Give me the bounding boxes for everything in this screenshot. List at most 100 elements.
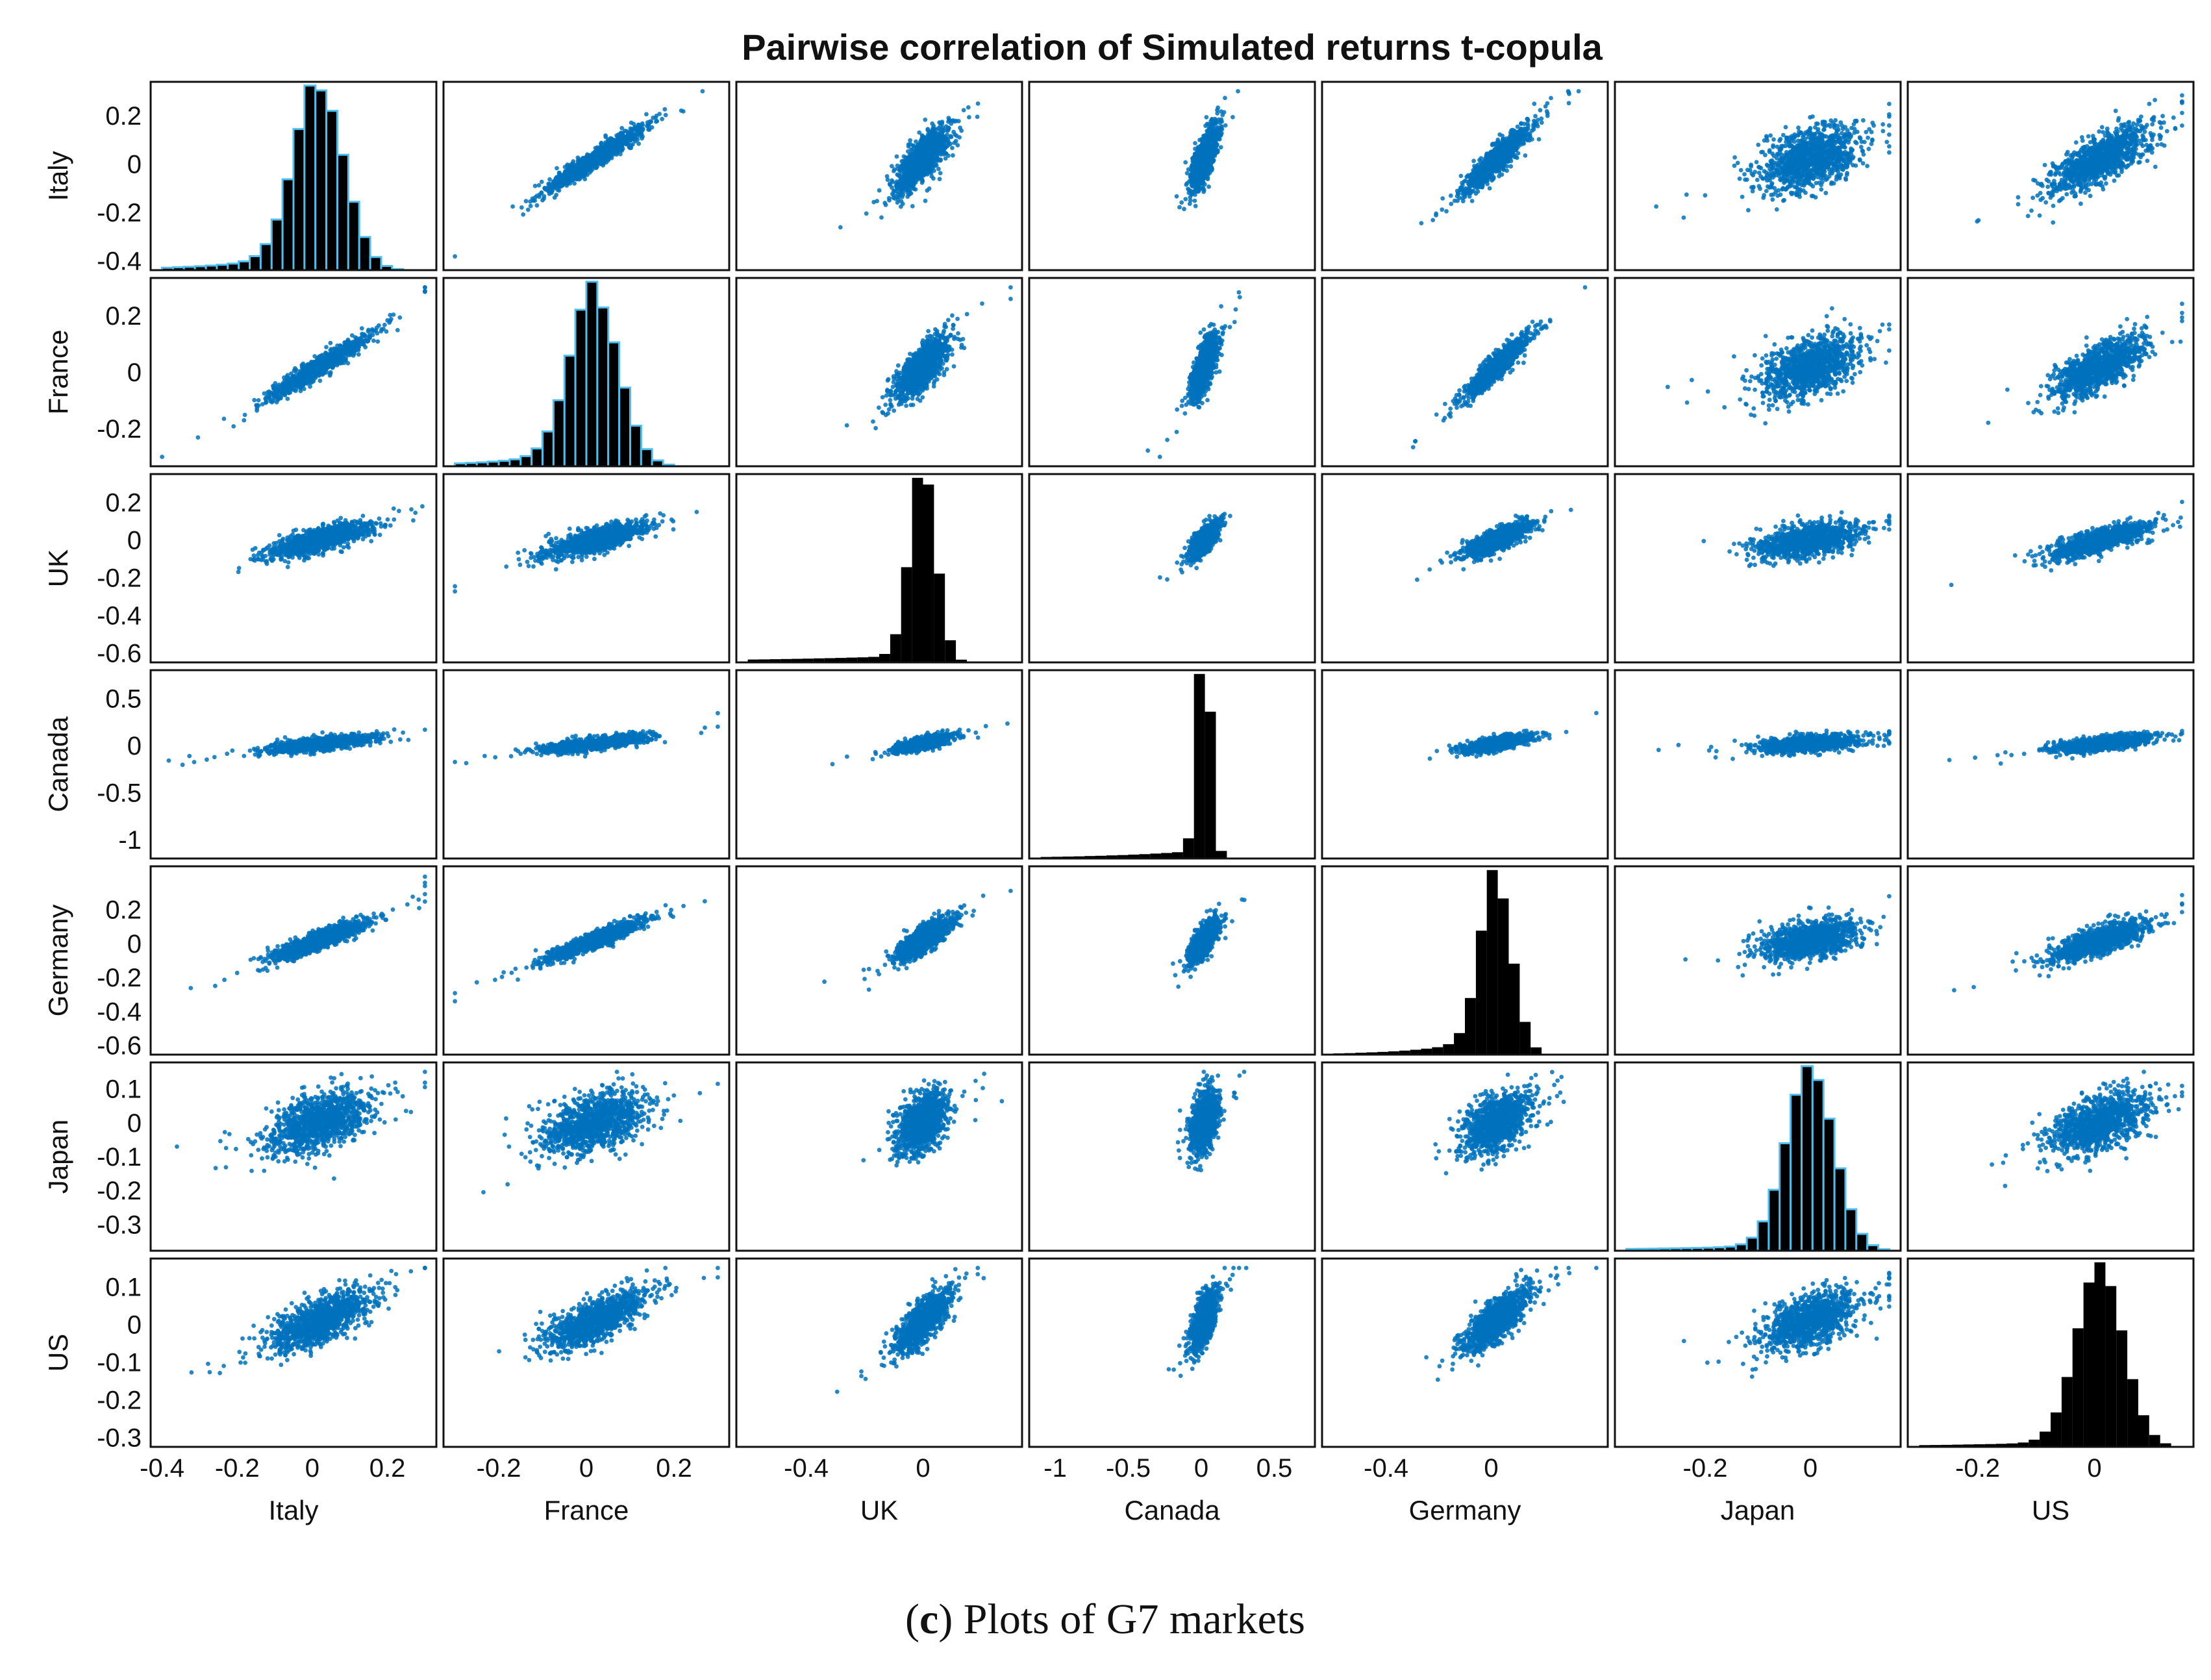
scatter-point bbox=[582, 174, 587, 179]
panel-marks bbox=[161, 84, 405, 270]
scatter-point bbox=[931, 153, 936, 158]
scatter-point bbox=[1503, 152, 1507, 157]
scatter-point bbox=[1189, 180, 1193, 185]
scatter-point bbox=[896, 197, 901, 202]
scatter-point bbox=[1193, 178, 1198, 183]
scatter-point bbox=[571, 170, 576, 175]
scatter-point bbox=[910, 153, 915, 158]
scatter-point bbox=[908, 138, 912, 143]
scatter-point bbox=[1210, 132, 1214, 138]
scatter-point bbox=[561, 179, 566, 184]
scatter-point bbox=[567, 176, 572, 181]
panel-frame bbox=[1028, 81, 1316, 271]
scatter-point bbox=[1497, 159, 1502, 164]
scatter-point bbox=[644, 112, 649, 117]
scatter-point bbox=[967, 115, 971, 119]
scatter-point bbox=[574, 175, 579, 179]
panel-marks bbox=[1654, 101, 1892, 220]
scatter-point bbox=[1216, 117, 1221, 122]
scatter-point bbox=[955, 143, 960, 148]
scatter-point bbox=[1684, 192, 1689, 197]
scatter-point bbox=[877, 188, 882, 193]
histogram-bar bbox=[314, 89, 328, 270]
scatter-point bbox=[1215, 108, 1219, 113]
scatter-point bbox=[1214, 120, 1219, 125]
scatter-point bbox=[534, 203, 540, 208]
scatter-point bbox=[1179, 200, 1184, 205]
scatter-point bbox=[1567, 92, 1571, 97]
scatter-point bbox=[523, 199, 529, 204]
scatter-point bbox=[907, 192, 912, 197]
histogram-bar bbox=[303, 84, 317, 270]
scatter-point bbox=[646, 127, 651, 132]
scatter-point bbox=[1482, 168, 1487, 173]
scatter-point bbox=[1566, 101, 1571, 106]
scatter-point bbox=[581, 158, 586, 164]
scatter-point bbox=[1532, 101, 1537, 107]
scatter-point bbox=[1519, 129, 1524, 134]
scatter-point bbox=[890, 192, 895, 197]
scatter-point bbox=[1209, 117, 1214, 122]
scatter-point bbox=[901, 192, 906, 197]
scatter-point bbox=[1195, 171, 1200, 177]
panel-frame bbox=[1321, 81, 1609, 271]
scatter-point bbox=[1499, 163, 1505, 168]
scatter-point bbox=[1199, 157, 1205, 162]
histogram-bar bbox=[270, 218, 284, 270]
scatter-point bbox=[1795, 182, 1801, 187]
scatter-point bbox=[1703, 193, 1708, 198]
scatter-point bbox=[1186, 186, 1190, 192]
scatter-point bbox=[1220, 112, 1225, 118]
scatter-point bbox=[1515, 124, 1520, 129]
scatter-point bbox=[600, 153, 605, 158]
scatter-point bbox=[653, 116, 658, 121]
scatter-point bbox=[884, 174, 890, 179]
scatter-point bbox=[614, 144, 619, 149]
scatter-point bbox=[453, 254, 457, 259]
scatter-point bbox=[952, 140, 957, 145]
panel-marks bbox=[838, 101, 981, 230]
scatter-point bbox=[1527, 132, 1532, 137]
scatter-point bbox=[1471, 188, 1476, 194]
scatter-point bbox=[1771, 137, 1776, 142]
scatter-point bbox=[1193, 192, 1197, 197]
scatter-point bbox=[1497, 173, 1502, 179]
scatter-point bbox=[936, 166, 941, 171]
scatter-point bbox=[1533, 114, 1538, 119]
scatter-point bbox=[1187, 201, 1192, 207]
scatter-point bbox=[1525, 121, 1530, 126]
scatter-point bbox=[1177, 205, 1182, 210]
scatter-point bbox=[1473, 173, 1478, 178]
panel-marks bbox=[1419, 89, 1581, 225]
scatter-point bbox=[1480, 182, 1485, 188]
scatter-point bbox=[1183, 160, 1188, 165]
scatter-point bbox=[1495, 151, 1501, 157]
scatter-point bbox=[1190, 164, 1195, 169]
scatter-point bbox=[580, 167, 585, 172]
scatter-point bbox=[1182, 207, 1186, 212]
scatter-point bbox=[1481, 179, 1486, 184]
scatter-point bbox=[937, 177, 942, 182]
scatter-point bbox=[1508, 134, 1514, 139]
scatter-point bbox=[1203, 164, 1207, 169]
scatter-point bbox=[662, 107, 668, 112]
scatter-point bbox=[975, 114, 980, 119]
scatter-point bbox=[945, 126, 951, 131]
scatter-point bbox=[1884, 140, 1890, 145]
scatter-point bbox=[895, 163, 900, 168]
scatter-point bbox=[554, 177, 558, 182]
scatter-point bbox=[1519, 134, 1524, 139]
scatter-point bbox=[966, 105, 971, 110]
scatter-point bbox=[1887, 101, 1892, 107]
scatter-point bbox=[890, 164, 894, 169]
scatter-point bbox=[605, 137, 610, 142]
scatter-point bbox=[917, 130, 922, 135]
scatter-point bbox=[1215, 111, 1220, 116]
scatter-point bbox=[1516, 136, 1521, 142]
scatter-point bbox=[1183, 197, 1188, 201]
scatter-point bbox=[1740, 194, 1745, 199]
scatter-point bbox=[1488, 149, 1493, 155]
scatter-point bbox=[594, 148, 599, 153]
panel-grid bbox=[149, 81, 2195, 1448]
scatter-point bbox=[1810, 114, 1815, 119]
